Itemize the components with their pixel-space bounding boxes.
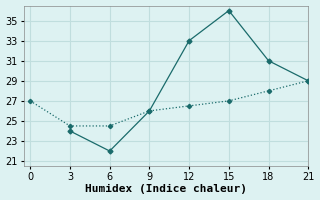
- X-axis label: Humidex (Indice chaleur): Humidex (Indice chaleur): [85, 184, 247, 194]
